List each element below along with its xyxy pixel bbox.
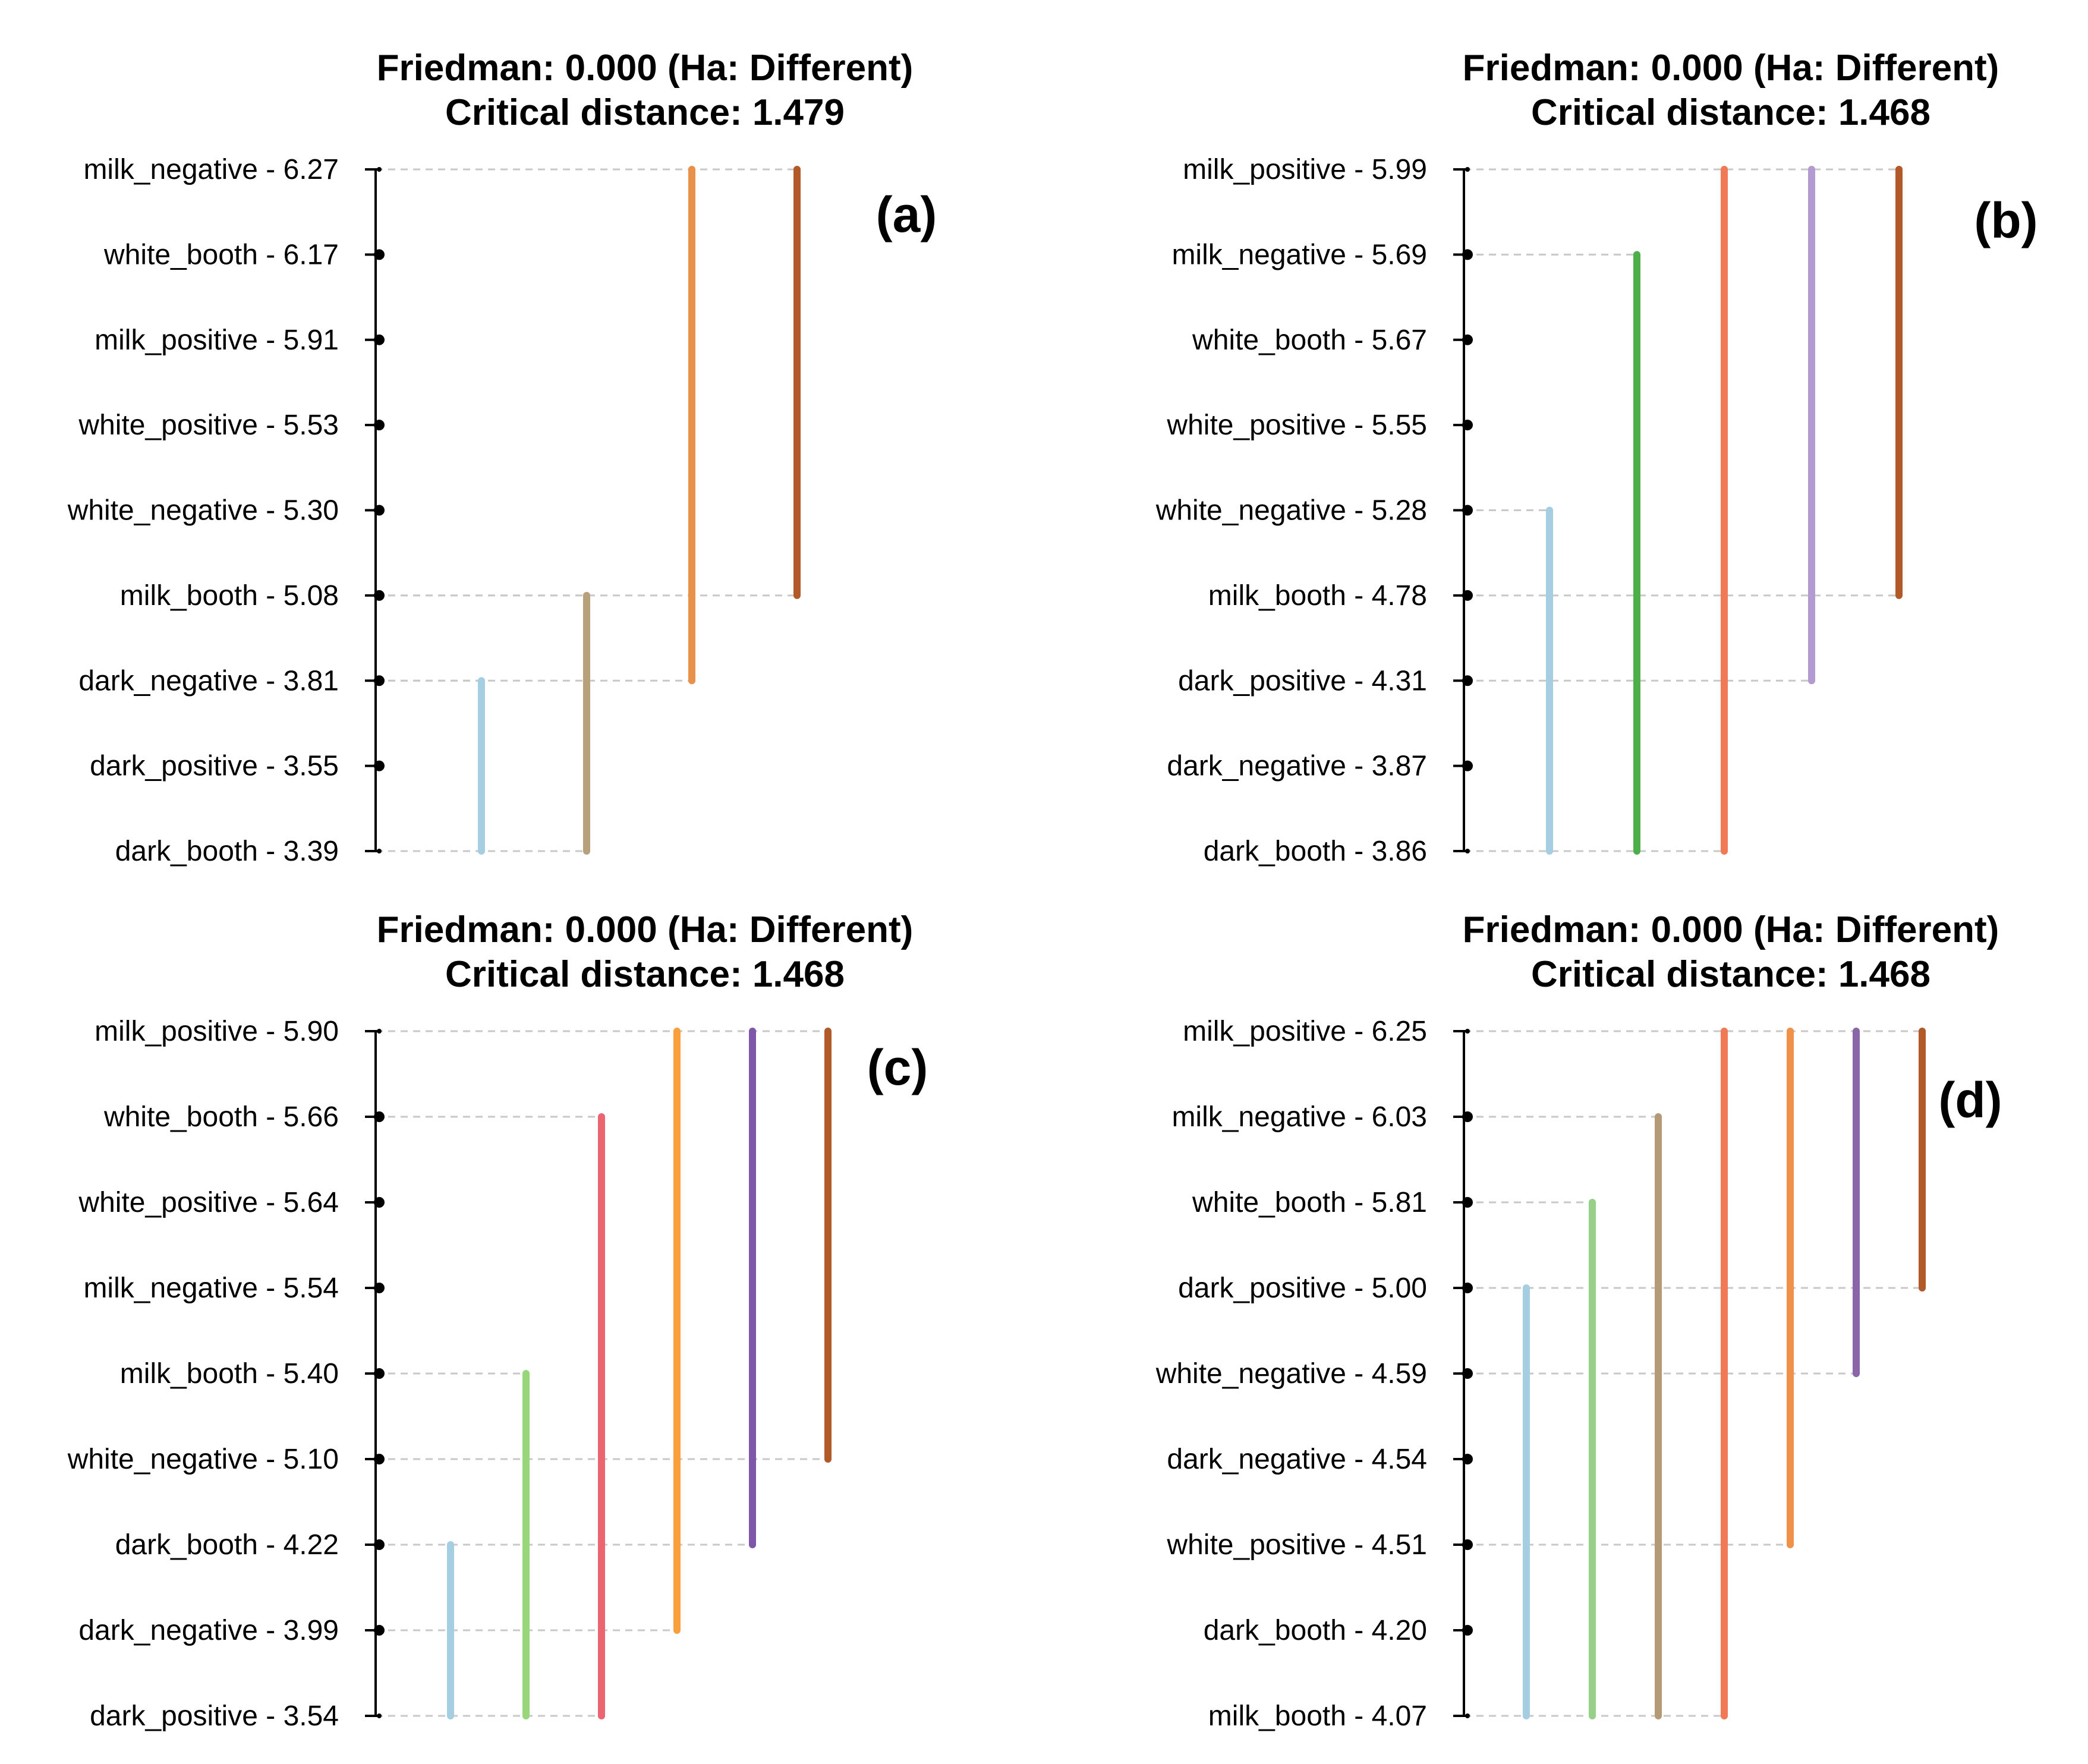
- rank-label-milk_positive: milk_positive - 5.99: [1183, 154, 1427, 185]
- rank-point-milk_positive: [377, 1029, 382, 1034]
- rank-point-dark_positive: [1462, 1283, 1473, 1293]
- rank-label-white_booth: white_booth - 6.17: [103, 239, 339, 270]
- rank-label-dark_booth: dark_booth - 4.22: [115, 1529, 339, 1561]
- chart-title-line1: Friedman: 0.000 (Ha: Different): [1463, 48, 1999, 89]
- rank-point-milk_positive: [374, 334, 385, 345]
- rank-label-milk_positive: milk_positive - 5.90: [95, 1016, 339, 1047]
- rank-label-dark_negative: dark_negative - 4.54: [1167, 1444, 1427, 1475]
- rank-label-milk_booth: milk_booth - 5.40: [120, 1358, 339, 1390]
- panel-label: (b): [1974, 193, 2037, 248]
- rank-label-milk_booth: milk_booth - 5.08: [120, 580, 339, 612]
- rank-label-dark_positive: dark_positive - 4.31: [1178, 665, 1427, 697]
- chart-title-line2: Critical distance: 1.468: [1531, 954, 1930, 995]
- rank-point-white_negative: [374, 1454, 385, 1464]
- rank-label-white_positive: white_positive - 5.55: [1166, 410, 1427, 441]
- rank-label-white_booth: white_booth - 5.66: [103, 1101, 339, 1133]
- rank-point-milk_negative: [1462, 1111, 1473, 1122]
- rank-label-dark_negative: dark_negative - 3.99: [78, 1615, 339, 1646]
- rank-point-dark_negative: [1462, 1454, 1473, 1464]
- rank-point-white_negative: [1462, 505, 1473, 516]
- rank-label-dark_negative: dark_negative - 3.87: [1167, 751, 1427, 782]
- rank-label-milk_negative: milk_negative - 5.69: [1171, 239, 1427, 270]
- rank-label-white_booth: white_booth - 5.81: [1192, 1187, 1427, 1218]
- panel-label: (a): [876, 187, 937, 242]
- rank-point-milk_negative: [1462, 249, 1473, 260]
- chart-title-line1: Friedman: 0.000 (Ha: Different): [377, 909, 914, 950]
- cd-panel-a: Friedman: 0.000 (Ha: Different)Critical …: [67, 48, 937, 867]
- chart-title-line1: Friedman: 0.000 (Ha: Different): [1463, 909, 1999, 950]
- rank-label-white_negative: white_negative - 4.59: [1155, 1358, 1427, 1390]
- chart-title-line2: Critical distance: 1.479: [445, 92, 845, 133]
- rank-point-dark_negative: [1462, 760, 1473, 771]
- rank-point-dark_positive: [374, 760, 385, 771]
- rank-point-white_negative: [1462, 1368, 1473, 1379]
- panels-root: Friedman: 0.000 (Ha: Different)Critical …: [67, 48, 2038, 1732]
- rank-label-white_negative: white_negative - 5.10: [67, 1444, 339, 1475]
- panel-label: (c): [867, 1040, 928, 1095]
- rank-label-milk_positive: milk_positive - 5.91: [95, 325, 339, 356]
- rank-label-white_booth: white_booth - 5.67: [1192, 325, 1427, 356]
- chart-title-line2: Critical distance: 1.468: [1531, 92, 1930, 133]
- rank-point-white_booth: [374, 249, 385, 260]
- rank-point-dark_positive: [1462, 675, 1473, 686]
- rank-label-white_negative: white_negative - 5.28: [1155, 495, 1427, 527]
- rank-point-milk_negative: [377, 167, 382, 172]
- rank-label-dark_positive: dark_positive - 3.55: [90, 751, 339, 782]
- rank-point-milk_positive: [1465, 1029, 1470, 1034]
- rank-point-dark_booth: [1465, 849, 1470, 853]
- rank-label-milk_booth: milk_booth - 4.78: [1208, 580, 1427, 612]
- rank-label-milk_negative: milk_negative - 5.54: [83, 1272, 339, 1304]
- rank-point-milk_booth: [374, 590, 385, 601]
- rank-label-milk_positive: milk_positive - 6.25: [1183, 1016, 1427, 1047]
- rank-point-white_positive: [374, 420, 385, 431]
- rank-label-milk_negative: milk_negative - 6.27: [83, 154, 339, 185]
- rank-point-milk_negative: [374, 1283, 385, 1293]
- chart-title-line2: Critical distance: 1.468: [445, 954, 845, 995]
- rank-point-milk_booth: [374, 1368, 385, 1379]
- rank-point-dark_booth: [377, 849, 382, 853]
- rank-point-white_booth: [374, 1111, 385, 1122]
- rank-label-dark_positive: dark_positive - 3.54: [90, 1700, 339, 1732]
- rank-label-dark_booth: dark_booth - 4.20: [1204, 1615, 1427, 1646]
- chart-title-line1: Friedman: 0.000 (Ha: Different): [377, 48, 914, 89]
- rank-point-white_positive: [374, 1197, 385, 1208]
- rank-point-white_booth: [1462, 1197, 1473, 1208]
- rank-label-white_positive: white_positive - 5.64: [78, 1187, 339, 1218]
- rank-label-white_positive: white_positive - 4.51: [1166, 1529, 1427, 1561]
- rank-point-dark_booth: [374, 1539, 385, 1550]
- rank-point-dark_booth: [1462, 1625, 1473, 1636]
- rank-label-dark_booth: dark_booth - 3.86: [1204, 836, 1427, 867]
- cd-panel-c: Friedman: 0.000 (Ha: Different)Critical …: [67, 909, 928, 1732]
- rank-label-white_negative: white_negative - 5.30: [67, 495, 339, 527]
- rank-label-dark_positive: dark_positive - 5.00: [1178, 1272, 1427, 1304]
- rank-point-dark_positive: [377, 1713, 382, 1718]
- rank-label-dark_negative: dark_negative - 3.81: [78, 665, 339, 697]
- rank-point-dark_negative: [374, 1625, 385, 1636]
- rank-point-milk_positive: [1465, 167, 1470, 172]
- rank-point-milk_booth: [1462, 590, 1473, 601]
- panel-label: (d): [1938, 1072, 2002, 1128]
- rank-label-white_positive: white_positive - 5.53: [78, 410, 339, 441]
- rank-point-white_positive: [1462, 1539, 1473, 1550]
- rank-point-milk_booth: [1465, 1713, 1470, 1718]
- rank-label-dark_booth: dark_booth - 3.39: [115, 836, 339, 867]
- cd-panel-d: Friedman: 0.000 (Ha: Different)Critical …: [1155, 909, 2002, 1732]
- cd-panel-b: Friedman: 0.000 (Ha: Different)Critical …: [1155, 48, 2038, 867]
- rank-point-dark_negative: [374, 675, 385, 686]
- rank-point-white_positive: [1462, 420, 1473, 431]
- rank-label-milk_booth: milk_booth - 4.07: [1208, 1700, 1427, 1732]
- rank-point-white_booth: [1462, 334, 1473, 345]
- rank-label-milk_negative: milk_negative - 6.03: [1171, 1101, 1427, 1133]
- rank-point-white_negative: [374, 505, 385, 516]
